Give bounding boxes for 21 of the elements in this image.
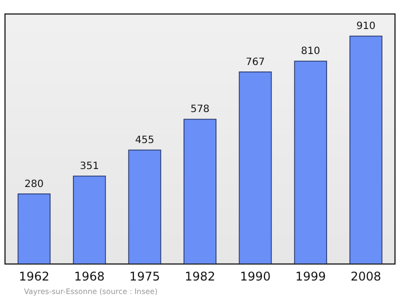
bar [128,150,162,264]
bar [238,72,272,264]
bar [184,118,216,264]
data-label: 767 [246,56,265,68]
bar [72,176,106,264]
data-label: 455 [135,135,154,146]
data-label: 578 [190,104,210,116]
x-tick-label: 1990 [240,270,271,284]
data-label: 810 [301,46,320,58]
x-tick-label: 1975 [129,270,160,284]
x-tick-label: 1962 [18,270,50,284]
bar [18,193,51,264]
data-label: 351 [80,161,99,172]
bar [294,60,328,264]
data-label: 280 [24,178,44,190]
x-tick-label: 2008 [350,270,382,284]
data-label: 910 [356,21,376,32]
bar [349,36,382,264]
x-tick-label: 1999 [295,270,326,284]
x-tick-label: 1982 [184,270,216,284]
x-tick-label: 1968 [74,270,105,284]
